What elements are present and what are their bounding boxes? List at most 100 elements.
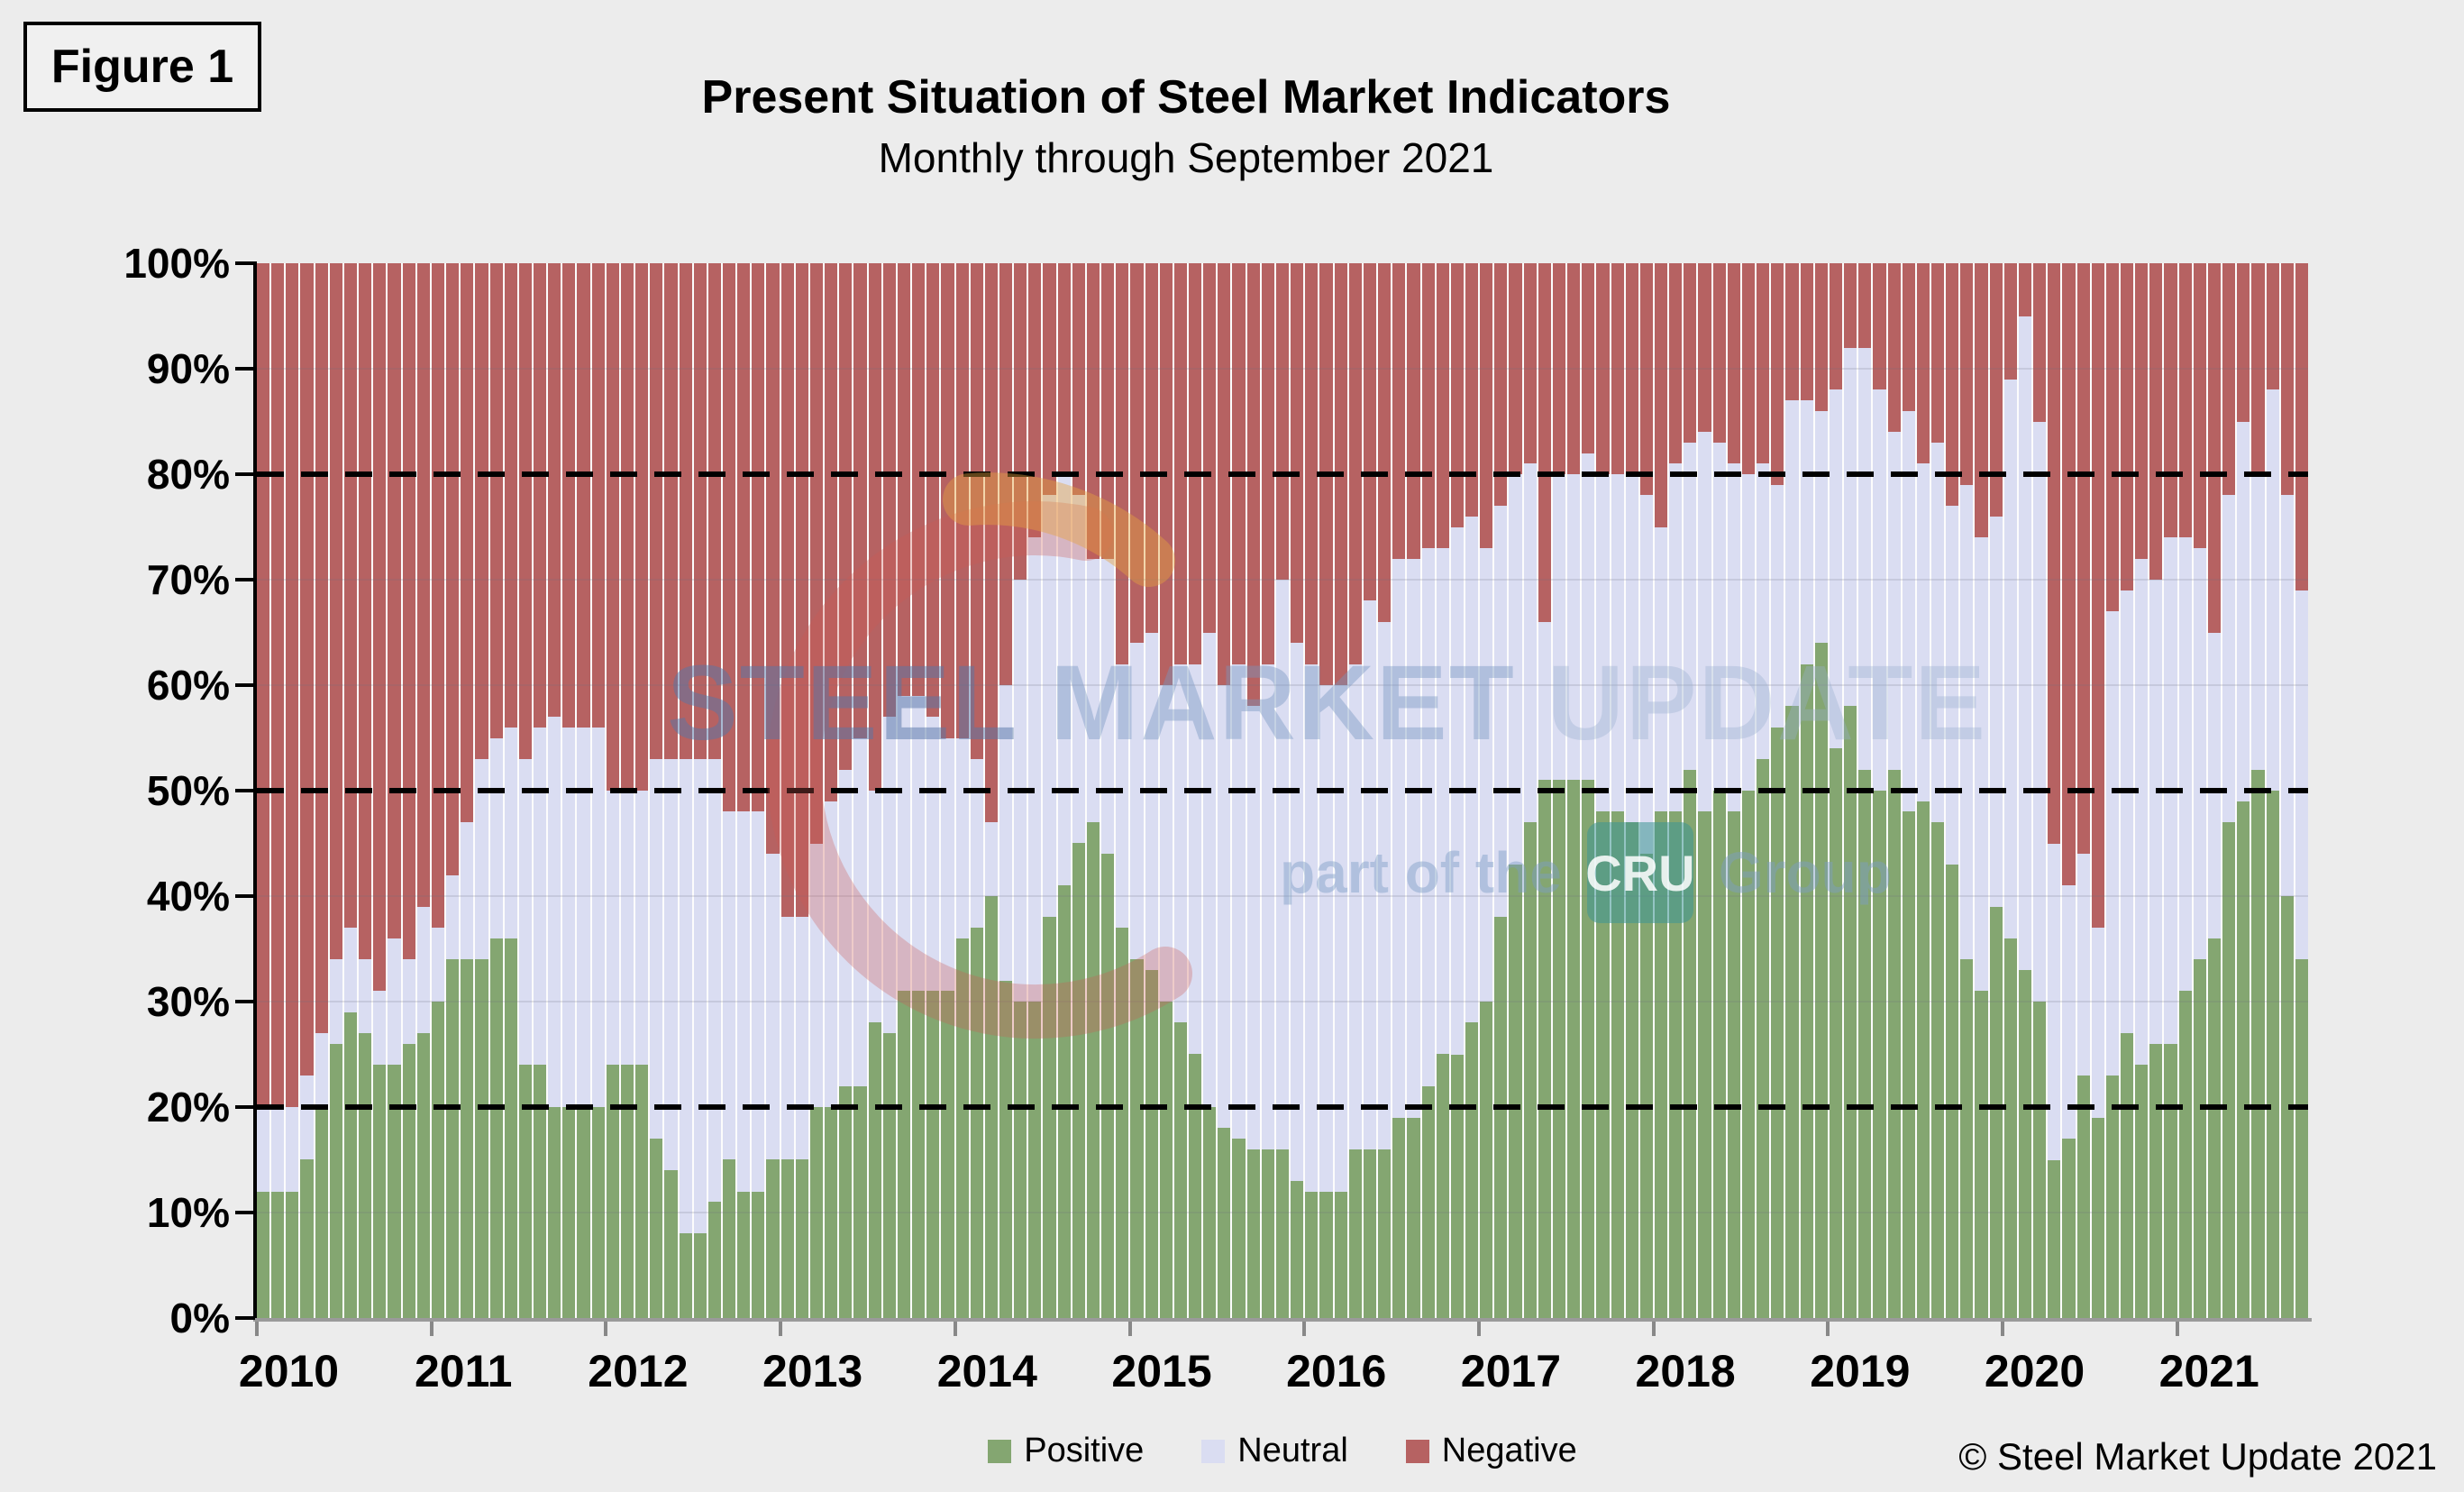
bar-segment-pos bbox=[1319, 1191, 1333, 1318]
bar-segment-pos bbox=[548, 1106, 561, 1318]
bar-segment-neu bbox=[286, 1107, 299, 1192]
bar-segment-neu bbox=[1858, 347, 1872, 770]
bar-segment-pos bbox=[2135, 1065, 2149, 1318]
bar-segment-pos bbox=[1057, 885, 1071, 1318]
x-tick-mark bbox=[1826, 1322, 1830, 1336]
bar-segment-neu bbox=[752, 811, 765, 1192]
bar-segment-neu bbox=[1189, 664, 1202, 1055]
bar-segment-neg bbox=[1552, 263, 1566, 474]
legend: Positive Neutral Negative bbox=[257, 1432, 2308, 1470]
bar-segment-pos bbox=[1421, 1085, 1435, 1318]
bar-segment-pos bbox=[2207, 938, 2222, 1318]
bar-segment-pos bbox=[606, 1065, 619, 1318]
bar-segment-neg bbox=[2105, 263, 2119, 612]
bar-segment-neg bbox=[912, 263, 926, 696]
y-tick-label: 0% bbox=[169, 1295, 230, 1341]
bar-segment-neu bbox=[271, 1107, 285, 1192]
bar-segment-pos bbox=[1348, 1149, 1362, 1318]
bar-segment-neg bbox=[1305, 263, 1319, 664]
bar-segment-neg bbox=[2207, 263, 2222, 633]
bar-segment-pos bbox=[2193, 959, 2206, 1318]
bar-segment-neu bbox=[1639, 495, 1653, 855]
bar-segment-neu bbox=[359, 959, 372, 1034]
bar-segment-pos bbox=[1844, 706, 1857, 1318]
bar-segment-pos bbox=[2105, 1075, 2119, 1318]
legend-item-neutral: Neutral bbox=[1201, 1432, 1348, 1470]
bar-segment-neg bbox=[1785, 263, 1799, 401]
bar-segment-pos bbox=[300, 1159, 314, 1318]
bar-segment-neg bbox=[1844, 263, 1857, 348]
bar-segment-pos bbox=[1145, 969, 1158, 1318]
bar-segment-neg bbox=[752, 263, 765, 812]
plot-area: STEEL MARKET UPDATE part of the CRU Grou… bbox=[257, 263, 2309, 1318]
bar-segment-neu bbox=[679, 758, 692, 1234]
bar-segment-pos bbox=[1246, 1149, 1260, 1318]
bar-segment-pos bbox=[1858, 769, 1872, 1318]
bar-segment-neu bbox=[2251, 474, 2265, 770]
y-tick-label: 70% bbox=[146, 556, 230, 603]
bar-segment-neu bbox=[1407, 558, 1420, 1118]
bar-segment-neg bbox=[373, 263, 387, 992]
bar-segment-neg bbox=[635, 263, 649, 791]
bar-segment-neu bbox=[1684, 442, 1697, 770]
bar-segment-neg bbox=[1523, 263, 1537, 464]
bar-segment-neg bbox=[2062, 263, 2076, 886]
chart-title: Present Situation of Steel Market Indica… bbox=[701, 71, 1671, 124]
bar-segment-neg bbox=[1902, 263, 1915, 411]
minor-gridline bbox=[257, 684, 2308, 686]
month-bar bbox=[2177, 263, 2192, 1318]
y-tick-label: 100% bbox=[123, 240, 230, 287]
bar-segment-pos bbox=[737, 1191, 751, 1318]
bar-segment-neg bbox=[809, 263, 824, 844]
bar-segment-neu bbox=[1072, 495, 1085, 844]
bar-segment-neu bbox=[1421, 547, 1435, 1086]
y-tick-mark bbox=[235, 789, 255, 792]
bar-segment-neu bbox=[912, 695, 926, 992]
bar-segment-pos bbox=[1596, 811, 1610, 1318]
bar-segment-pos bbox=[533, 1065, 547, 1318]
bar-segment-neu bbox=[388, 938, 401, 1066]
bar-segment-pos bbox=[2076, 1075, 2090, 1318]
bar-segment-neu bbox=[723, 811, 736, 1160]
bar-segment-pos bbox=[1930, 822, 1945, 1318]
bar-segment-neu bbox=[1291, 643, 1304, 1181]
bar-segment-pos bbox=[650, 1139, 663, 1318]
bar-segment-pos bbox=[941, 991, 954, 1318]
bar-segment-neu bbox=[1844, 347, 1857, 707]
bar-segment-neu bbox=[1582, 453, 1595, 781]
bar-segment-neg bbox=[970, 263, 983, 759]
bar-segment-neg bbox=[1465, 263, 1479, 517]
bar-segment-neg bbox=[533, 263, 547, 728]
bar-segment-neg bbox=[577, 263, 590, 728]
bar-segment-neu bbox=[693, 758, 707, 1234]
x-tick-mark bbox=[1127, 1322, 1132, 1336]
bar-segment-neu bbox=[1363, 600, 1377, 1149]
bar-segment-neu bbox=[2178, 537, 2192, 992]
bar-segment-pos bbox=[1946, 864, 1959, 1318]
bar-segment-pos bbox=[897, 991, 911, 1318]
bar-segment-neg bbox=[679, 263, 692, 759]
bar-segment-neg bbox=[2135, 263, 2149, 559]
month-bar bbox=[473, 263, 488, 1318]
bar-segment-pos bbox=[1509, 864, 1522, 1318]
bar-segment-neg bbox=[1086, 263, 1100, 559]
bar-segment-pos bbox=[1494, 917, 1508, 1318]
bar-segment-neg bbox=[388, 263, 401, 938]
bar-segment-neg bbox=[1582, 263, 1595, 453]
x-year-label: 2018 bbox=[1635, 1346, 1736, 1396]
minor-gridline bbox=[257, 579, 2308, 581]
bar-segment-neu bbox=[1727, 463, 1740, 812]
bar-segment-neg bbox=[300, 263, 314, 1076]
bar-segment-pos bbox=[1116, 928, 1129, 1318]
bar-segment-pos bbox=[825, 1106, 838, 1318]
bar-segment-neu bbox=[1669, 463, 1683, 812]
bar-segment-neg bbox=[1698, 263, 1711, 433]
bar-segment-neu bbox=[839, 769, 853, 1086]
bar-segment-neg bbox=[1203, 263, 1217, 633]
bar-segment-neg bbox=[2048, 263, 2061, 844]
bar-segment-pos bbox=[1523, 822, 1537, 1318]
bar-segment-neg bbox=[1960, 263, 1974, 485]
bar-segment-neg bbox=[1930, 263, 1945, 443]
bar-segment-neg bbox=[329, 263, 342, 960]
bar-segment-neu bbox=[1741, 474, 1756, 791]
